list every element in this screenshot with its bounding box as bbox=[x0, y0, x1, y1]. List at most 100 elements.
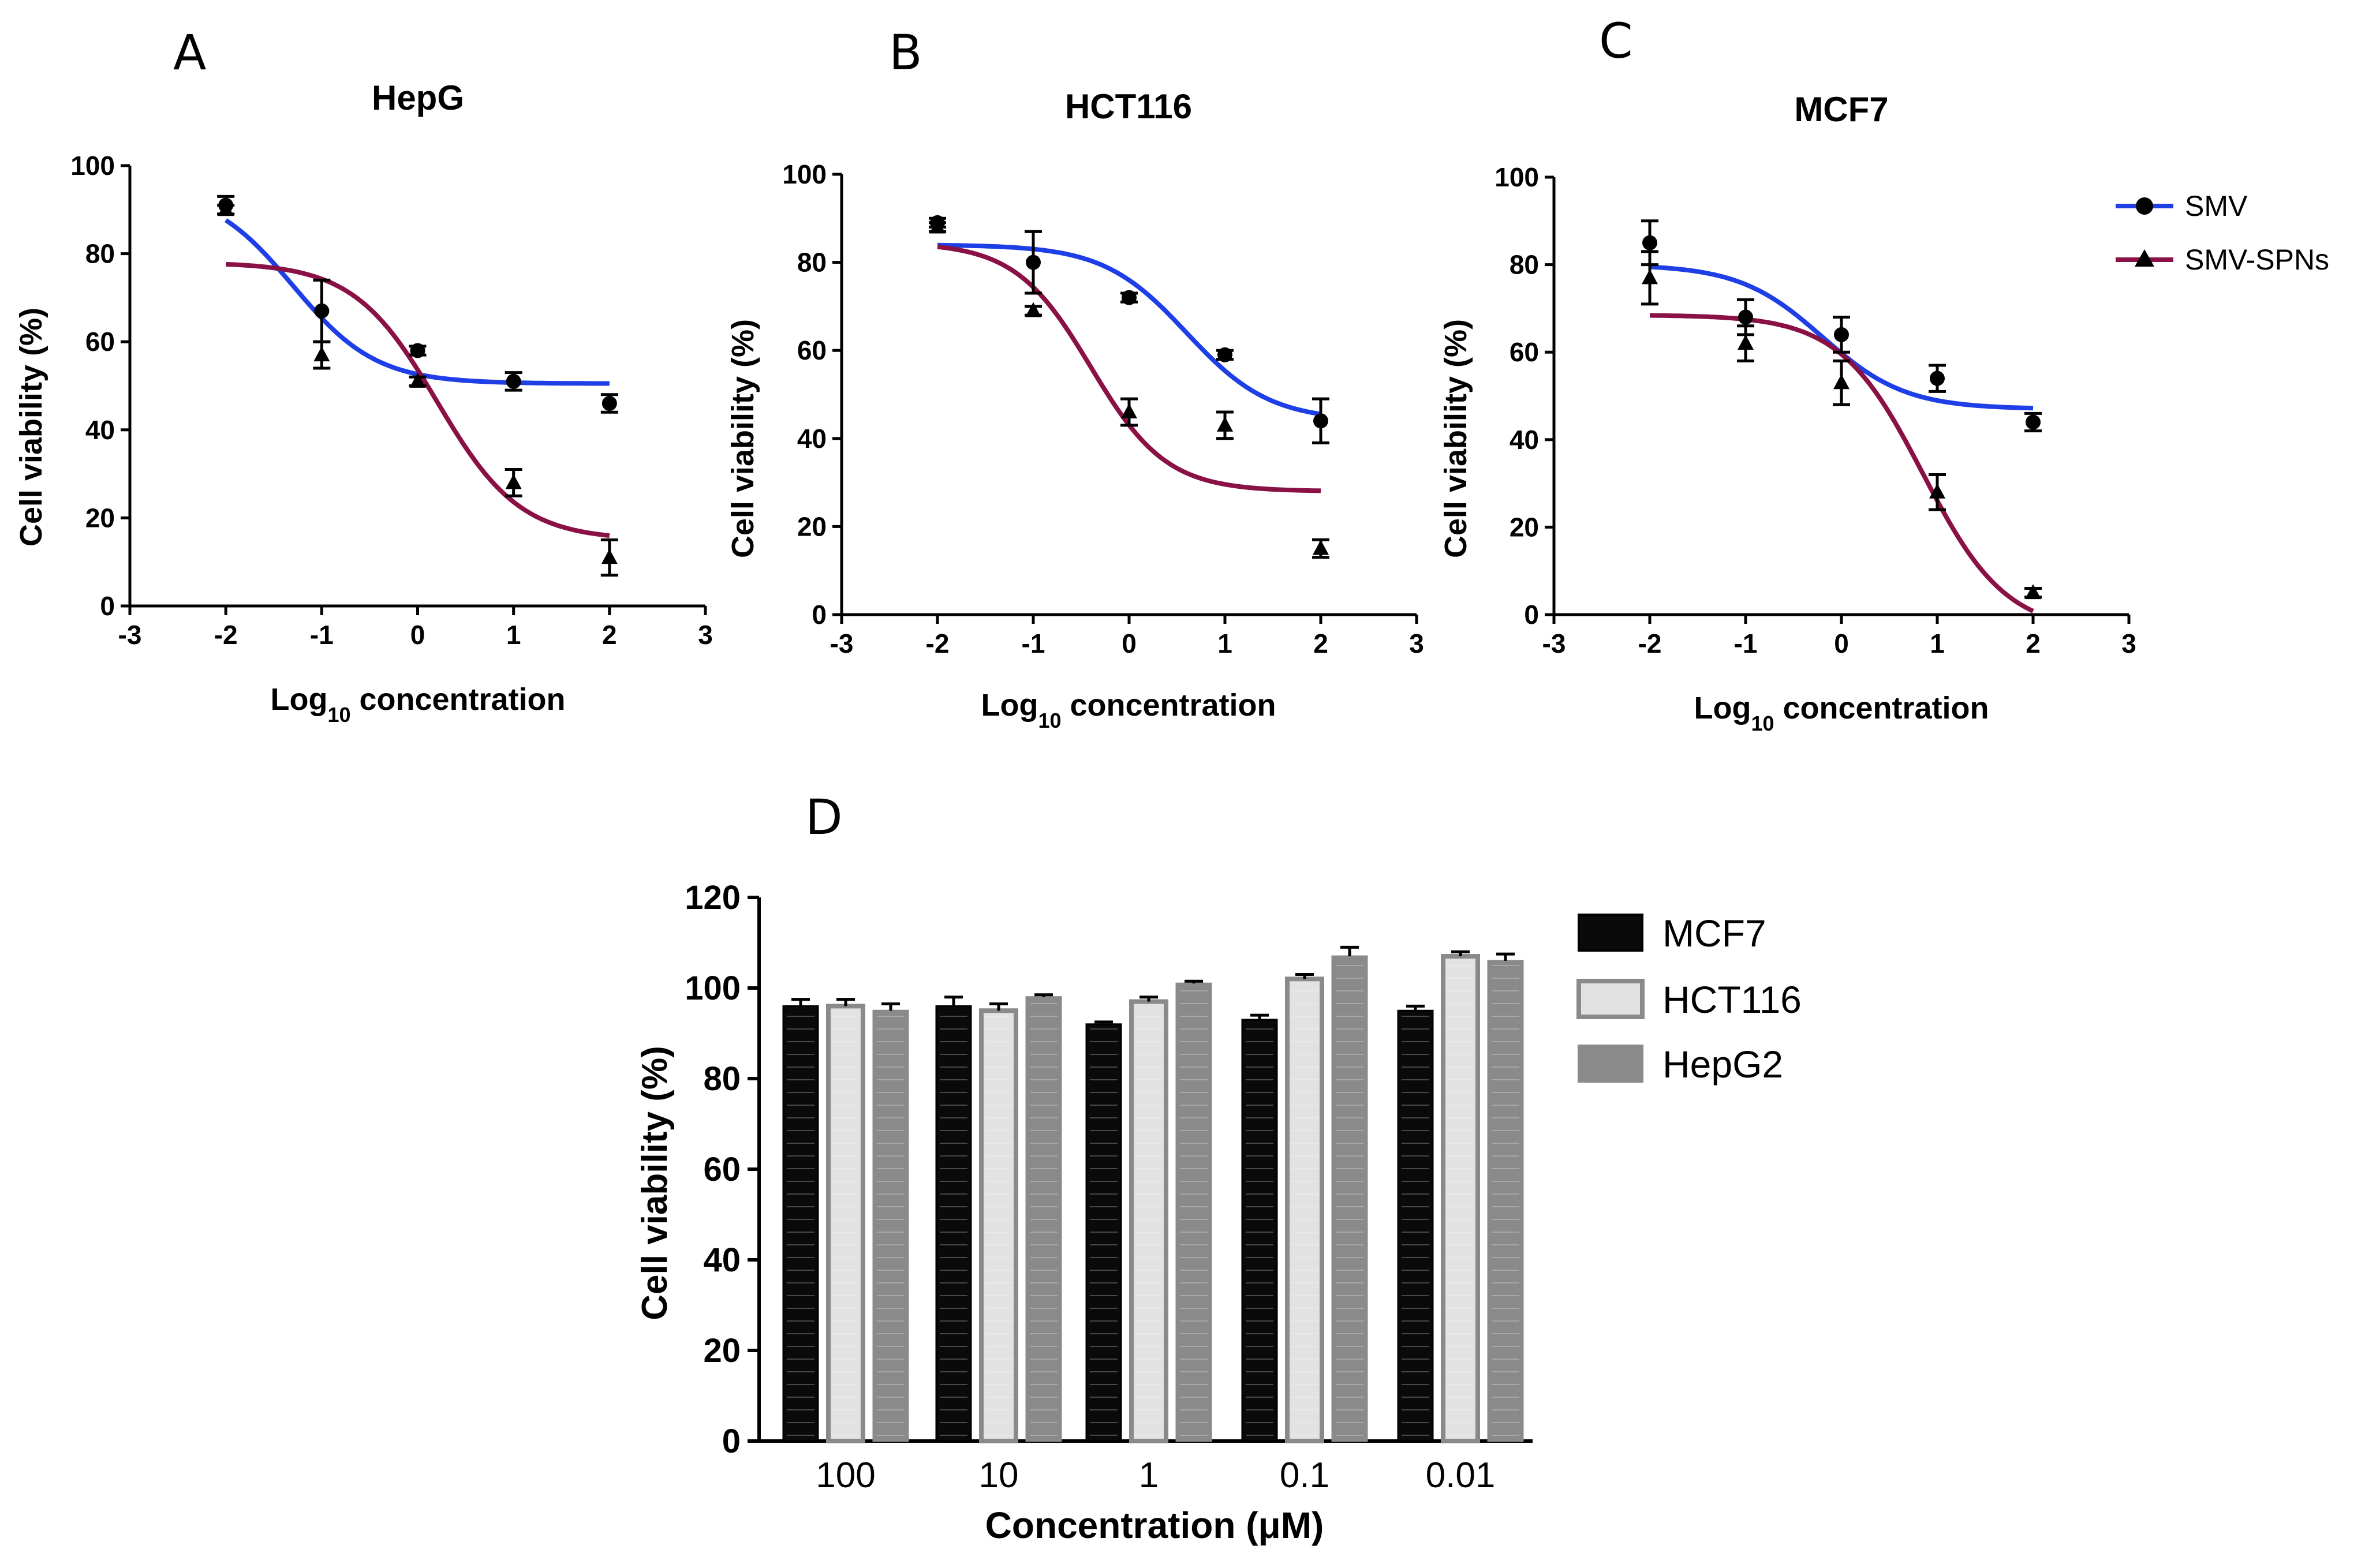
bar-y-tick-label: 40 bbox=[703, 1241, 741, 1279]
bar-texture bbox=[1447, 960, 1474, 1440]
bar-texture bbox=[1135, 1005, 1163, 1440]
x-tick-label: -1 bbox=[310, 620, 334, 650]
y-tick-label: 0 bbox=[100, 591, 115, 621]
x-tick-label: -1 bbox=[1022, 628, 1045, 658]
legend-hct116-swatch bbox=[1576, 979, 1645, 1019]
legend-mcf7-swatch bbox=[1578, 914, 1643, 952]
panel-d-ylabel: Cell viability (%) bbox=[635, 1046, 675, 1320]
data-point-circle bbox=[1834, 327, 1849, 342]
legend-bottom: MCF7 HCT116 HepG2 bbox=[1576, 912, 1802, 1086]
legend-smv-label: SMV bbox=[2185, 190, 2248, 222]
data-point-circle bbox=[506, 373, 521, 389]
legend-hepg2-label: HepG2 bbox=[1662, 1043, 1783, 1086]
data-point-circle bbox=[1026, 255, 1041, 270]
data-point-circle bbox=[1313, 413, 1328, 429]
data-point-triangle bbox=[1929, 483, 1945, 499]
bar-texture bbox=[1180, 987, 1208, 1440]
data-point-circle bbox=[601, 396, 617, 411]
bar-category-label: 100 bbox=[816, 1455, 875, 1495]
x-tick-label: -3 bbox=[830, 628, 854, 658]
data-point-circle bbox=[410, 343, 425, 358]
legend-top: SMV SMV-SPNs bbox=[2116, 190, 2329, 276]
panel-a-xlabel: Log10 concentration bbox=[270, 682, 565, 727]
bar-texture bbox=[1402, 1014, 1429, 1440]
legend-item-mcf7: MCF7 bbox=[1578, 912, 1766, 955]
legend-item-smv: SMV bbox=[2116, 190, 2248, 222]
panel-d-label: D bbox=[805, 789, 843, 845]
panel-d-plot: 0 20 40 60 80 100 120 100 10 1 0.1 0.01 bbox=[685, 879, 1533, 1495]
panel-c-ylabel: Cell viability (%) bbox=[1439, 319, 1473, 558]
panel-d: D Cell viability (%) Concentration (μM) … bbox=[635, 789, 1533, 1546]
x-tick-label: 1 bbox=[506, 620, 521, 650]
panel-c-xlabel: Log10 concentration bbox=[1694, 691, 1989, 735]
y-tick-label: 100 bbox=[782, 159, 827, 189]
x-tick-label: 2 bbox=[1313, 628, 1328, 658]
panel-b-xlabel: Log10 concentration bbox=[981, 688, 1276, 732]
x-tick-label: 0 bbox=[1834, 628, 1849, 658]
y-tick-label: 20 bbox=[85, 503, 115, 533]
x-tick-label: 2 bbox=[2026, 628, 2041, 658]
x-tick-label: -2 bbox=[214, 620, 238, 650]
fit-curve-smv bbox=[937, 242, 1321, 417]
panel-c-title: MCF7 bbox=[1794, 90, 1888, 129]
legend-mcf7-label: MCF7 bbox=[1662, 912, 1766, 955]
data-point-triangle bbox=[218, 201, 234, 216]
fit-curve-smv-spns bbox=[1649, 313, 2034, 613]
panel-b-plot: 0 20 40 60 80 100 -3 -2 -1 0 1 2 3 bbox=[782, 159, 1424, 658]
data-point-triangle bbox=[2025, 584, 2041, 600]
y-tick-label: 60 bbox=[797, 335, 827, 365]
y-tick-label: 100 bbox=[1495, 162, 1539, 192]
data-point-triangle bbox=[313, 346, 330, 362]
data-point-triangle bbox=[1313, 540, 1329, 555]
y-tick-label: 20 bbox=[1510, 512, 1539, 542]
legend-smv-spns-marker bbox=[2135, 249, 2154, 267]
panel-b-title: HCT116 bbox=[1065, 87, 1192, 126]
panel-b-ylabel: Cell viability (%) bbox=[726, 319, 760, 558]
x-tick-label: 1 bbox=[1930, 628, 1945, 658]
data-point-triangle bbox=[929, 218, 946, 234]
x-tick-label: -3 bbox=[118, 620, 142, 650]
legend-hepg2-swatch bbox=[1578, 1045, 1643, 1083]
panel-d-xlabel: Concentration (μM) bbox=[985, 1505, 1324, 1546]
bar-y-tick-label: 100 bbox=[685, 970, 741, 1007]
bar-texture bbox=[985, 1014, 1012, 1440]
panel-c-plot: 0 20 40 60 80 100 -3 -2 -1 0 1 2 3 bbox=[1495, 162, 2136, 658]
y-tick-label: 60 bbox=[1510, 337, 1539, 367]
panel-a-plot: 0 20 40 60 80 100 -3 -2 -1 0 1 2 3 bbox=[70, 151, 713, 650]
y-tick-label: 100 bbox=[70, 151, 115, 181]
legend-hct116-label: HCT116 bbox=[1662, 978, 1802, 1021]
data-point-circle bbox=[1738, 309, 1753, 325]
panel-c: C MCF7 Cell viability (%) Log10 concentr… bbox=[1439, 13, 2136, 735]
legend-item-hct116: HCT116 bbox=[1576, 978, 1802, 1021]
panel-c-label: C bbox=[1599, 13, 1633, 69]
bar-category-label: 1 bbox=[1139, 1455, 1159, 1495]
x-tick-label: 2 bbox=[602, 620, 617, 650]
data-point-circle bbox=[1122, 290, 1137, 305]
y-tick-label: 40 bbox=[797, 424, 827, 454]
x-tick-label: 0 bbox=[1122, 628, 1137, 658]
bar-texture bbox=[1030, 1000, 1058, 1440]
bar-category-label: 10 bbox=[979, 1455, 1019, 1495]
panel-a: A HepG Cell viability (%) Log10 concentr… bbox=[14, 24, 713, 727]
panel-a-label: A bbox=[173, 24, 206, 81]
y-tick-label: 20 bbox=[797, 511, 827, 541]
legend-item-hepg2: HepG2 bbox=[1578, 1043, 1783, 1086]
y-tick-label: 40 bbox=[1510, 425, 1539, 455]
data-point-triangle bbox=[1217, 416, 1233, 432]
legend-smv-spns-label: SMV-SPNs bbox=[2185, 244, 2329, 276]
x-tick-label: 3 bbox=[698, 620, 713, 650]
y-tick-label: 40 bbox=[85, 415, 115, 445]
panel-b-label: B bbox=[889, 24, 922, 81]
data-point-triangle bbox=[1642, 269, 1658, 285]
data-point-triangle bbox=[409, 372, 426, 388]
x-tick-label: 0 bbox=[410, 620, 425, 650]
data-point-circle bbox=[314, 303, 330, 319]
fit-curve-smv-spns bbox=[226, 261, 610, 538]
legend-item-smv-spns: SMV-SPNs bbox=[2116, 244, 2329, 276]
data-point-triangle bbox=[505, 474, 522, 489]
bar-texture bbox=[1492, 964, 1519, 1440]
y-tick-label: 0 bbox=[1524, 600, 1539, 630]
data-point-triangle bbox=[1738, 335, 1754, 350]
panel-a-title: HepG bbox=[372, 78, 464, 117]
